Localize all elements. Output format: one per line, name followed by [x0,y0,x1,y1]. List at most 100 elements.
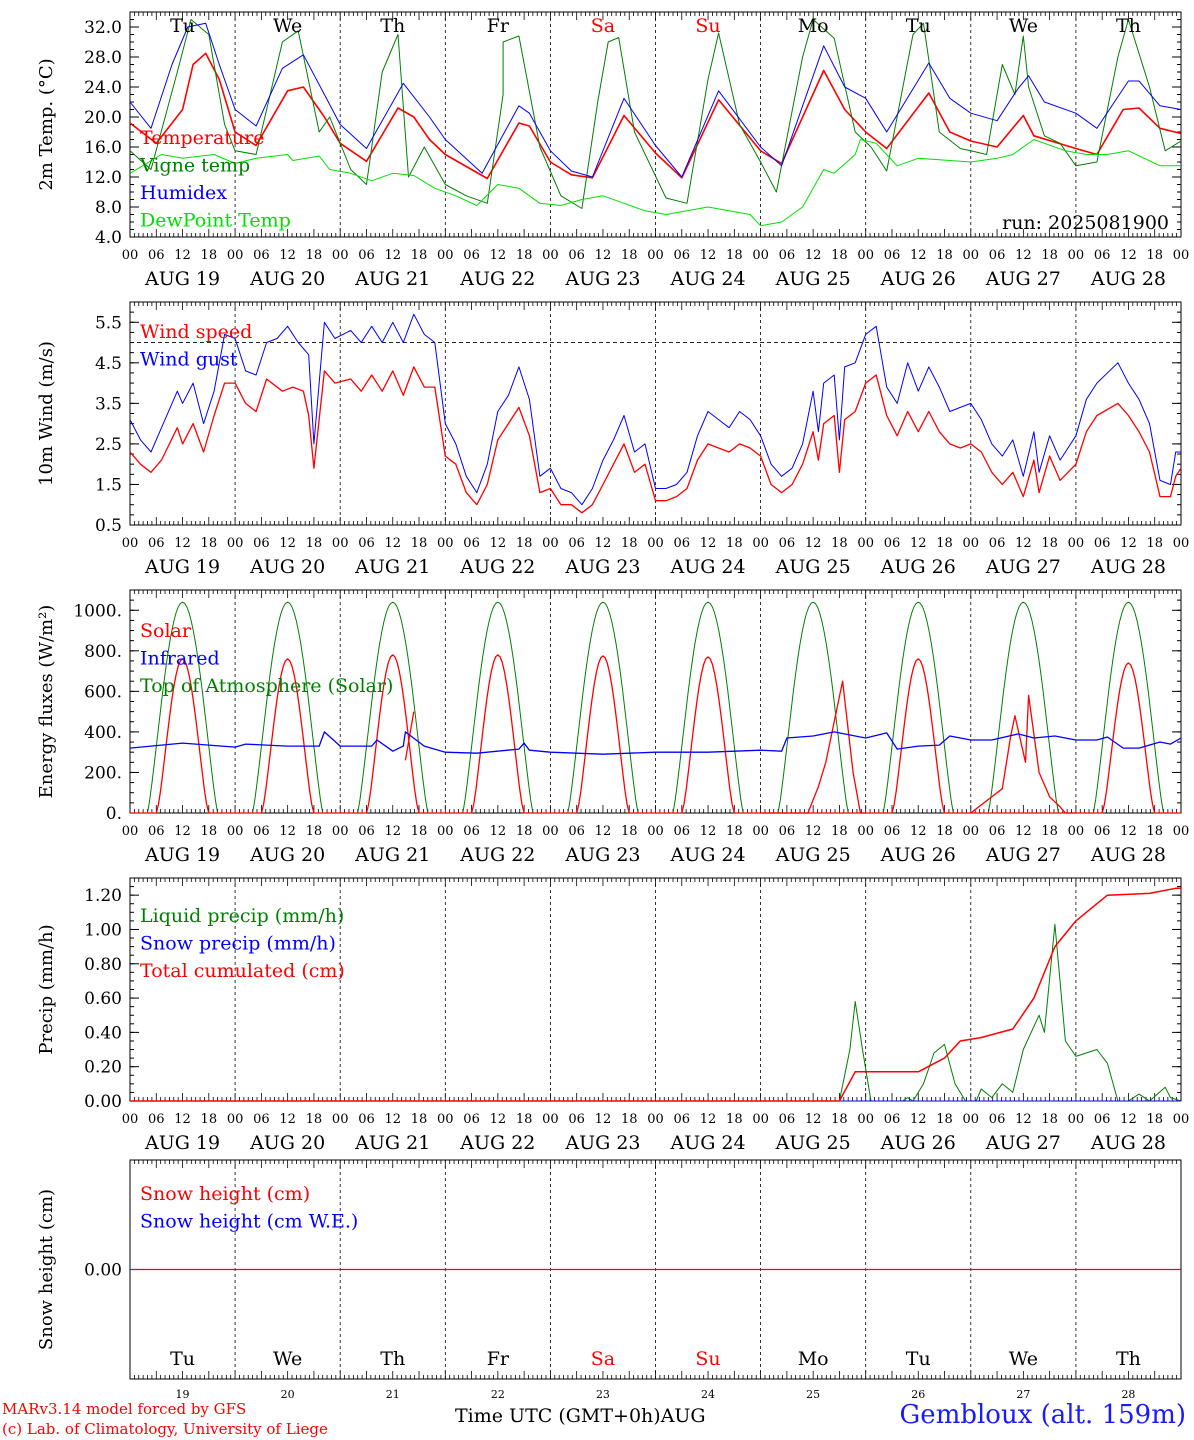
hour-tick-label: 06 [674,824,691,839]
y-tick-label: 1.00 [84,920,122,940]
y-tick-label: 20.0 [84,108,122,128]
hour-tick-label: 18 [726,824,743,839]
y-tick-label: 2.5 [95,435,122,455]
date-label: AUG 27 [985,556,1061,578]
hour-tick-label: 06 [779,824,796,839]
day-name: Tu [906,1348,931,1370]
hour-tick-label: 06 [568,536,585,551]
day-number: 22 [491,1388,505,1401]
hour-tick-label: 00 [857,1112,874,1127]
hour-tick-label: 06 [674,536,691,551]
hour-tick-label: 00 [332,824,349,839]
hour-tick-label: 06 [253,248,270,263]
hour-tick-label: 12 [490,536,507,551]
y-axis-title: 2m Temp. (°C) [36,58,57,190]
date-label: AUG 24 [669,268,745,290]
hour-tick-label: 18 [201,824,218,839]
hour-tick-label: 06 [463,824,480,839]
hour-tick-label: 06 [568,248,585,263]
hour-tick-label: 18 [1041,536,1058,551]
y-tick-label: 8.0 [95,198,122,218]
date-label: AUG 25 [775,1132,851,1154]
hour-tick-label: 06 [779,248,796,263]
hour-tick-label: 00 [122,248,139,263]
legend-item: Snow precip (mm/h) [140,933,336,955]
y-tick-label: 0.00 [84,1092,122,1112]
hour-tick-label: 00 [122,1112,139,1127]
panel-frame-energy [129,589,1182,814]
hour-tick-label: 18 [726,248,743,263]
hour-tick-label: 00 [752,248,769,263]
hour-tick-label: 12 [279,536,296,551]
y-tick-label: 24.0 [84,78,122,98]
hour-tick-label: 06 [1094,824,1111,839]
hour-tick-label: 18 [621,536,638,551]
hour-tick-label: 12 [1120,1112,1137,1127]
hour-tick-label: 00 [437,1112,454,1127]
hour-tick-label: 06 [1094,536,1111,551]
hour-tick-label: 12 [595,1112,612,1127]
day-name: Th [380,1348,405,1370]
legend-item: Top of Atmosphere (Solar) [140,675,393,697]
y-tick-label: 0.60 [84,989,122,1009]
y-tick-label: 1000. [73,601,122,621]
hour-tick-label: 18 [936,536,953,551]
hour-tick-label: 00 [1173,1112,1190,1127]
hour-tick-label: 12 [174,248,191,263]
hour-tick-label: 12 [805,1112,822,1127]
hour-tick-label: 06 [779,1112,796,1127]
lab-credit: (c) Lab. of Climatology, University of L… [2,1420,328,1438]
date-label: AUG 19 [144,556,220,578]
hour-tick-label: 00 [1068,536,1085,551]
hour-tick-label: 18 [306,248,323,263]
date-label: AUG 23 [564,844,640,866]
date-label: AUG 25 [775,268,851,290]
y-tick-label: 32.0 [84,18,122,38]
hour-tick-label: 18 [411,248,428,263]
y-tick-label: 0.20 [84,1058,122,1078]
y-tick-label: 3.5 [95,394,122,414]
hour-tick-label: 00 [647,1112,664,1127]
hour-tick-label: 12 [805,248,822,263]
hour-tick-label: 18 [621,1112,638,1127]
hour-tick-label: 12 [279,1112,296,1127]
hour-tick-label: 00 [542,248,559,263]
hour-tick-label: 18 [936,824,953,839]
hour-tick-label: 18 [1146,248,1163,263]
hour-tick-label: 18 [1146,1112,1163,1127]
hour-tick-label: 18 [1041,1112,1058,1127]
hour-tick-label: 06 [779,536,796,551]
series-infrared [129,731,1182,755]
hour-tick-label: 12 [490,824,507,839]
hour-tick-label: 18 [201,248,218,263]
hour-tick-label: 12 [384,824,401,839]
hour-tick-label: 06 [463,1112,480,1127]
hour-tick-label: 12 [279,824,296,839]
date-label: AUG 20 [249,1132,325,1154]
legend-item: Liquid precip (mm/h) [140,905,344,927]
date-label: AUG 20 [249,556,325,578]
day-number: 21 [386,1388,400,1401]
date-label: AUG 27 [985,844,1061,866]
hour-tick-label: 06 [989,1112,1006,1127]
hour-tick-label: 00 [1068,824,1085,839]
y-tick-label: 12.0 [84,168,122,188]
day-number: 25 [806,1388,820,1401]
hour-tick-label: 18 [726,536,743,551]
series-solar-cloudy [760,680,866,814]
y-tick-label: 800. [84,642,122,662]
hour-tick-label: 06 [674,248,691,263]
series-total-cumulated-cm- [130,887,1181,1102]
hour-tick-label: 12 [700,824,717,839]
hour-tick-label: 06 [989,248,1006,263]
day-name: Mo [798,15,829,37]
hour-tick-label: 00 [963,536,980,551]
day-number: 19 [176,1388,190,1401]
series-solar [130,654,1181,814]
day-name: Su [695,15,720,37]
hour-tick-label: 00 [122,536,139,551]
hour-tick-label: 18 [936,248,953,263]
series-dewpoint-temp [129,139,1181,227]
day-name: Sa [591,1348,615,1370]
